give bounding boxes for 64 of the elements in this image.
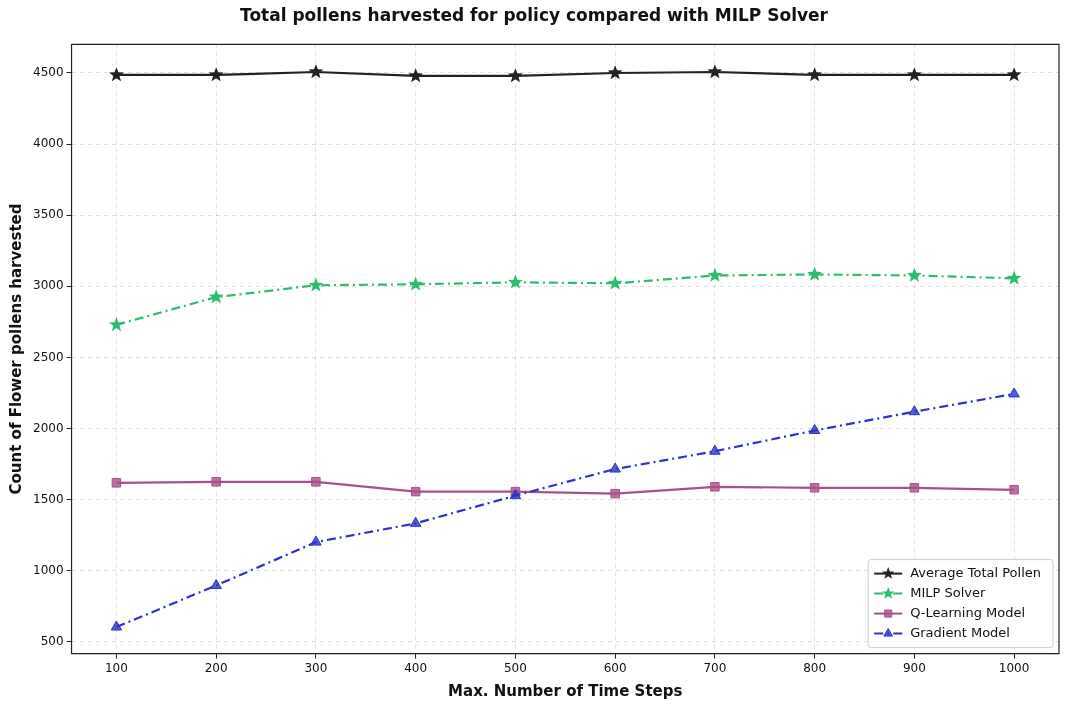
point bbox=[909, 483, 920, 493]
x-tick-label: 200 bbox=[204, 660, 228, 675]
y-tick-label: 3500 bbox=[32, 207, 64, 222]
point bbox=[109, 317, 124, 332]
x-tick-label: 300 bbox=[304, 660, 328, 675]
point bbox=[609, 462, 621, 473]
x-tick-label: 500 bbox=[503, 660, 527, 675]
point bbox=[908, 405, 921, 416]
point bbox=[607, 65, 623, 80]
x-tick-label: 1000 bbox=[998, 660, 1030, 675]
point bbox=[408, 68, 424, 83]
x-tick-label: 800 bbox=[803, 660, 827, 675]
y-tick-label: 1000 bbox=[32, 562, 64, 577]
point bbox=[208, 289, 224, 304]
point bbox=[410, 486, 421, 497]
point bbox=[906, 267, 922, 282]
legend-label: Q-Learning Model bbox=[910, 604, 1026, 620]
y-tick-label: 2500 bbox=[32, 349, 64, 364]
point bbox=[311, 477, 321, 487]
chart-title: Total pollens harvested for policy compared with MILP Solver bbox=[240, 4, 829, 25]
point bbox=[610, 488, 620, 499]
x-tick-label: 600 bbox=[603, 660, 627, 675]
point bbox=[1009, 485, 1019, 495]
point bbox=[809, 483, 820, 493]
point bbox=[607, 275, 623, 290]
point bbox=[1006, 67, 1022, 82]
legend-label: Gradient Model bbox=[910, 624, 1010, 640]
point bbox=[109, 67, 124, 82]
y-tick-label: 4500 bbox=[32, 65, 64, 80]
point bbox=[408, 276, 424, 291]
point bbox=[110, 620, 123, 631]
point bbox=[807, 266, 823, 281]
point bbox=[1006, 270, 1022, 285]
x-tick-label: 100 bbox=[104, 660, 128, 675]
y-tick-label: 3000 bbox=[32, 278, 64, 293]
point bbox=[507, 274, 523, 289]
x-tick-label: 400 bbox=[404, 660, 428, 675]
point bbox=[208, 67, 224, 82]
x-tick-label: 900 bbox=[902, 660, 926, 675]
point bbox=[111, 478, 122, 488]
y-tick-label: 500 bbox=[40, 633, 64, 648]
point bbox=[409, 516, 422, 527]
x-tick-label: 700 bbox=[703, 660, 727, 675]
y-tick-label: 4000 bbox=[32, 136, 64, 151]
legend-label: MILP Solver bbox=[910, 584, 986, 600]
point bbox=[707, 267, 723, 282]
point bbox=[906, 67, 922, 82]
point bbox=[808, 423, 821, 434]
point bbox=[807, 67, 823, 82]
point bbox=[211, 477, 221, 487]
point bbox=[308, 277, 324, 292]
point bbox=[308, 64, 324, 79]
legend-label: Average Total Pollen bbox=[910, 564, 1042, 580]
y-tick-label: 2000 bbox=[32, 420, 64, 435]
point bbox=[507, 68, 523, 83]
x-axis-title: Max. Number of Time Steps bbox=[448, 681, 683, 700]
point bbox=[710, 482, 720, 492]
point bbox=[1008, 387, 1020, 398]
y-axis-title: Count of Flower pollens harvested bbox=[6, 203, 25, 495]
point bbox=[310, 535, 322, 546]
point bbox=[210, 578, 222, 589]
y-tick-label: 1500 bbox=[32, 491, 64, 506]
point bbox=[709, 444, 721, 455]
point bbox=[707, 64, 723, 79]
